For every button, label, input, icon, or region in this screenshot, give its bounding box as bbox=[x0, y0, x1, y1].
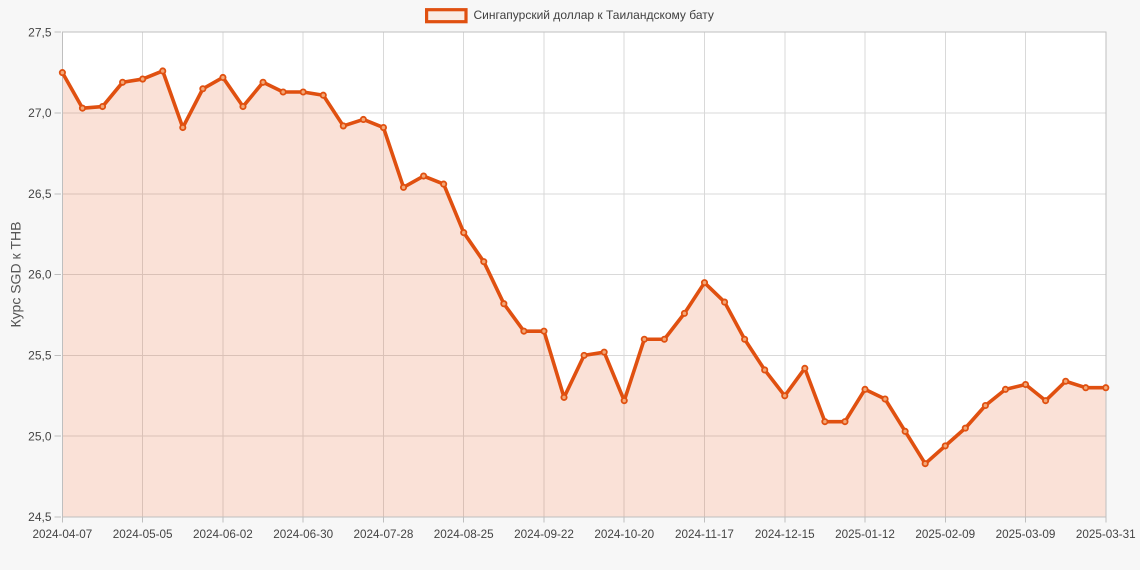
svg-text:Сингапурский доллар к Таиландс: Сингапурский доллар к Таиландскому бату bbox=[474, 8, 714, 22]
svg-text:2025-03-09: 2025-03-09 bbox=[996, 528, 1056, 541]
svg-text:25,0: 25,0 bbox=[28, 429, 52, 443]
svg-text:27,5: 27,5 bbox=[28, 25, 52, 39]
svg-text:2024-08-25: 2024-08-25 bbox=[434, 528, 494, 541]
svg-text:26,0: 26,0 bbox=[28, 268, 52, 282]
svg-text:2025-01-12: 2025-01-12 bbox=[835, 528, 895, 541]
svg-text:2024-12-15: 2024-12-15 bbox=[755, 528, 815, 541]
svg-text:2024-06-30: 2024-06-30 bbox=[273, 528, 333, 541]
svg-text:2025-02-09: 2025-02-09 bbox=[915, 528, 975, 541]
svg-text:2024-04-07: 2024-04-07 bbox=[33, 528, 93, 541]
svg-text:24,5: 24,5 bbox=[28, 510, 52, 524]
svg-text:2024-05-05: 2024-05-05 bbox=[113, 528, 173, 541]
svg-text:26,5: 26,5 bbox=[28, 187, 52, 201]
svg-text:2025-03-31: 2025-03-31 bbox=[1076, 528, 1136, 541]
svg-text:27,0: 27,0 bbox=[28, 106, 52, 120]
svg-text:Курс SGD к THB: Курс SGD к THB bbox=[7, 222, 23, 328]
svg-text:2024-06-02: 2024-06-02 bbox=[193, 528, 253, 541]
svg-text:2024-11-17: 2024-11-17 bbox=[675, 528, 734, 541]
svg-text:2024-07-28: 2024-07-28 bbox=[354, 528, 414, 541]
svg-text:25,5: 25,5 bbox=[28, 349, 52, 363]
svg-text:2024-10-20: 2024-10-20 bbox=[594, 528, 654, 541]
svg-text:2024-09-22: 2024-09-22 bbox=[514, 528, 574, 541]
